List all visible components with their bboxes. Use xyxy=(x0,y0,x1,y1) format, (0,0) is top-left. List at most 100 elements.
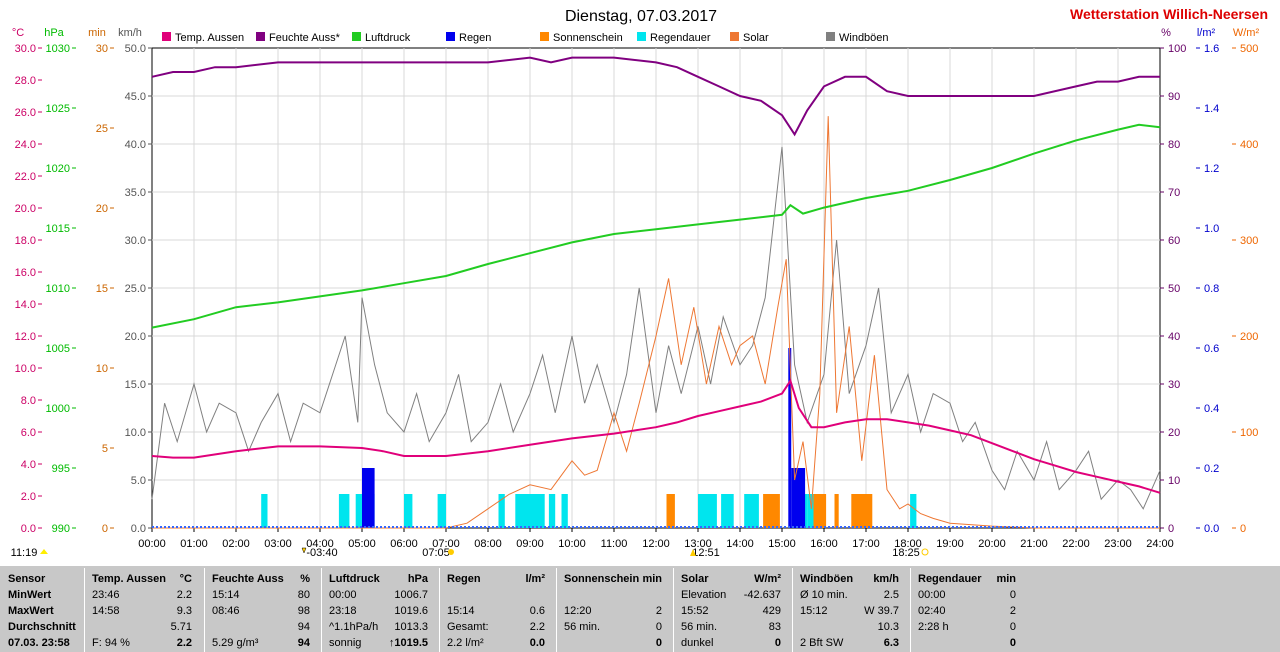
legend-label: Luftdruck xyxy=(365,32,411,44)
tick-label-left: 1010 xyxy=(46,283,70,295)
stats-header: Sensor xyxy=(8,573,46,585)
stats-separator xyxy=(910,568,911,652)
tick-label-x: 00:00 xyxy=(138,538,166,550)
stats-separator xyxy=(204,568,205,652)
stats-column-unit: min xyxy=(642,573,662,585)
stats-column-unit: °C xyxy=(179,573,192,585)
tick-label-right: 30 xyxy=(1168,379,1180,391)
tick-label-left: 45.0 xyxy=(125,91,146,103)
tick-label-left: 1000 xyxy=(46,403,70,415)
stats-current-label: sonnig xyxy=(329,637,362,649)
tick-label-left: 1020 xyxy=(46,163,70,175)
legend-swatch xyxy=(730,32,739,41)
stats-value: W 39.7 xyxy=(864,605,899,617)
stats-separator xyxy=(673,568,674,652)
stats-current-value: 0 xyxy=(655,637,662,649)
axis-unit-right: l/m² xyxy=(1197,27,1216,39)
stats-row-label: MaxWert xyxy=(8,605,54,617)
tick-label-x: 24:00 xyxy=(1146,538,1174,550)
stats-value: 98 xyxy=(297,605,310,617)
legend-swatch xyxy=(352,32,361,41)
weather-chart: Temp. Aussen Feuchte Auss* Luftdruck Regen S… xyxy=(11,6,1268,559)
stats-value: 1019.6 xyxy=(394,605,428,617)
tick-label-left: 1015 xyxy=(46,223,70,235)
noon-marker xyxy=(690,549,696,556)
tick-label-right: 0 xyxy=(1240,523,1246,535)
tick-label-x: 13:00 xyxy=(684,538,712,550)
tick-label-left: 15.0 xyxy=(125,379,146,391)
stats-value: 9.3 xyxy=(176,605,192,617)
tick-label-right: 300 xyxy=(1240,235,1258,247)
stats-value-label: 56 min. xyxy=(681,621,718,633)
stats-current-value: 0 xyxy=(774,637,781,649)
tick-label-left: 10.0 xyxy=(15,363,36,375)
tick-label-x: 15:00 xyxy=(768,538,796,550)
tick-label-x: 17:00 xyxy=(852,538,880,550)
tick-label-left: 30.0 xyxy=(125,235,146,247)
sonnenschein-bar xyxy=(813,494,827,528)
stats-value: 80 xyxy=(297,589,310,601)
stats-column-title: Solar xyxy=(681,573,709,585)
axis-unit-left: min xyxy=(88,27,106,39)
tick-label-right: 500 xyxy=(1240,43,1258,55)
regendauer-bar xyxy=(404,494,413,528)
time-markers: 11:19 -03:40 07:05 12:51 18:25 xyxy=(11,547,929,559)
tick-label-left: 0 xyxy=(102,523,108,535)
tick-label-right: 40 xyxy=(1168,331,1180,343)
stats-value: 1006.7 xyxy=(394,589,428,601)
tick-label-right: 60 xyxy=(1168,235,1180,247)
tick-label-x: 01:00 xyxy=(180,538,208,550)
tick-label-right: 0 xyxy=(1168,523,1174,535)
stats-value: 5.71 xyxy=(170,621,192,633)
tick-label-left: 15 xyxy=(96,283,108,295)
tick-label-left: 35.0 xyxy=(125,187,146,199)
stats-separator xyxy=(439,568,440,652)
stats-value: 2.2 xyxy=(176,589,192,601)
tick-label-right: 100 xyxy=(1240,427,1258,439)
stats-value-label: 14:58 xyxy=(92,605,120,617)
sunset-marker xyxy=(921,548,929,556)
time-marker: 07:05 xyxy=(422,547,450,559)
tick-label-left: 24.0 xyxy=(15,139,36,151)
regen-bar xyxy=(362,468,375,528)
tick-label-left: 1030 xyxy=(46,43,70,55)
tick-label-left: 28.0 xyxy=(15,75,36,87)
stats-value-label: 15:14 xyxy=(447,605,475,617)
tick-label-left: 990 xyxy=(52,523,70,535)
tick-label-left: 995 xyxy=(52,463,70,475)
axis-unit-left: km/h xyxy=(118,27,142,39)
tick-label-left: 20 xyxy=(96,203,108,215)
stats-value: 2 xyxy=(655,605,662,617)
stats-separator xyxy=(84,568,85,652)
stats-column-unit: % xyxy=(300,573,310,585)
bar-series xyxy=(261,348,917,528)
axis-unit-right: % xyxy=(1161,27,1171,39)
stats-separator xyxy=(556,568,557,652)
stats-current-value: 0 xyxy=(1009,637,1016,649)
regendauer-bar xyxy=(355,494,362,528)
tick-label-left: 16.0 xyxy=(15,267,36,279)
tick-label-left: 0.0 xyxy=(131,523,146,535)
stats-value-label: 56 min. xyxy=(564,621,601,633)
legend-label: Windböen xyxy=(839,32,889,44)
tick-label-right: 0.4 xyxy=(1204,403,1219,415)
stats-column-title: Temp. Aussen xyxy=(92,573,166,585)
stats-current-value: 6.3 xyxy=(883,637,899,649)
legend-label: Solar xyxy=(743,32,769,44)
axis-unit-left: °C xyxy=(12,27,24,39)
stats-value-label: 08:46 xyxy=(212,605,240,617)
legend-label: Regendauer xyxy=(650,32,711,44)
stats-value-label: 12:20 xyxy=(564,605,592,617)
tick-label-right: 0.8 xyxy=(1204,283,1219,295)
regendauer-bar xyxy=(744,494,759,528)
regendauer-bar xyxy=(807,494,816,528)
stats-value-label: 23:46 xyxy=(92,589,120,601)
stats-value: -42.637 xyxy=(743,589,781,601)
tick-label-right: 0.0 xyxy=(1204,523,1219,535)
sonnenschein-bar xyxy=(851,494,873,528)
stats-current-label: 5.29 g/m³ xyxy=(212,637,259,649)
stats-value: 83 xyxy=(768,621,781,633)
stats-column-unit: min xyxy=(996,573,1016,585)
tick-label-left: 20.0 xyxy=(125,331,146,343)
regendauer-bar xyxy=(261,494,268,528)
